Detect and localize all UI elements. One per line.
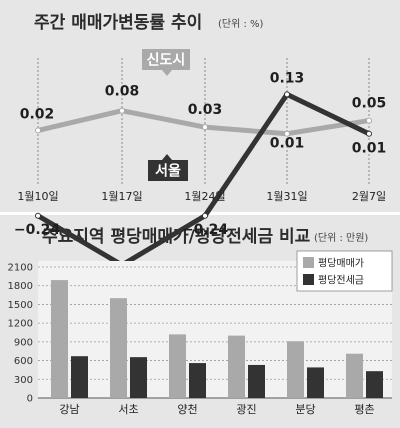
series-1-value-label-4: 0.01 <box>352 141 387 157</box>
series-1-tag-label: 서울 <box>155 163 181 180</box>
series-0-tag-label: 신도시 <box>147 53 186 69</box>
bar-x-tick-label-2: 양천 <box>177 402 197 416</box>
series-1-value-label-2: −0.24 <box>182 222 229 238</box>
x-tick-label-3: 1월31일 <box>266 189 307 203</box>
bar-x-tick-label-3: 광진 <box>236 403 256 416</box>
bar-0-4 <box>287 341 304 398</box>
bar-chart: 0 300 600 900 1200 1500 1800 2100 강남 서초 양천 광진 분당 평촌 평당… <box>8 250 393 416</box>
x-tick-label-4: 2월7일 <box>352 189 386 203</box>
y-tick-label-6: 1800 <box>8 281 33 292</box>
series-0-value-label-1: 0.08 <box>105 84 140 100</box>
series-0-point-3 <box>284 130 290 137</box>
series-1-point-0 <box>35 212 41 219</box>
bar-1-2 <box>189 363 206 398</box>
line-chart-panel <box>0 0 400 212</box>
series-0-value-label-3: 0.01 <box>270 136 305 152</box>
series-1-value-label-3: 0.13 <box>270 70 305 86</box>
bar-0-5 <box>346 353 363 398</box>
series-0-value-label-2: 0.03 <box>188 102 223 118</box>
y-tick-label-1: 300 <box>14 375 33 386</box>
x-tick-label-1: 1월17일 <box>101 189 142 203</box>
bar-chart-title: 주요지역 평당매매가/평당전세금 비교 <box>42 227 311 247</box>
series-0-tag <box>142 49 190 70</box>
y-tick-label-3: 900 <box>14 337 33 348</box>
legend-label-0: 평당매매가 <box>318 258 364 270</box>
series-1-tag <box>148 160 188 181</box>
series-1-point-2 <box>202 212 208 219</box>
bar-x-tick-label-4: 분당 <box>295 403 315 416</box>
series-1-tag-pointer <box>162 154 172 160</box>
bar-1-5 <box>366 371 383 398</box>
bar-x-tick-label-1: 서초 <box>118 403 138 416</box>
bar-0-3 <box>228 335 245 398</box>
legend-label-1: 평당전세금 <box>318 275 364 287</box>
bar-chart-unit: (단위 : 만원) <box>314 231 368 244</box>
bar-x-tick-label-5: 평촌 <box>354 403 374 416</box>
series-1-value-label-0: −0.24 <box>14 222 61 238</box>
y-tick-label-7: 2100 <box>8 263 33 274</box>
bar-x-tick-label-0: 강남 <box>59 403 79 416</box>
bar-1-4 <box>307 367 324 398</box>
line-chart-title: 주간 매매가변동률 추이 <box>34 13 202 33</box>
y-tick-label-5: 1500 <box>8 300 33 311</box>
series-0-point-2 <box>202 124 208 131</box>
y-tick-label-4: 1200 <box>8 319 33 330</box>
bar-1-1 <box>130 357 147 398</box>
series-0-point-1 <box>119 107 125 114</box>
bar-0-2 <box>169 334 186 398</box>
series-1-point-4 <box>366 130 372 137</box>
line-chart: 0.020.080.030.010.05−0.24−0.39−0.240.130… <box>14 49 386 285</box>
series-0-point-0 <box>35 127 41 134</box>
bar-1-3 <box>248 364 265 398</box>
series-0-point-4 <box>366 117 372 124</box>
y-tick-label-2: 600 <box>14 356 33 367</box>
x-tick-label-2: 1월24일 <box>184 189 225 203</box>
series-0-value-label-0: 0.02 <box>20 106 55 122</box>
series-1-point-3 <box>284 91 290 98</box>
series-0-tag-pointer <box>162 70 172 76</box>
legend-swatch-1 <box>303 274 314 285</box>
bar-0-0 <box>51 280 68 398</box>
x-tick-label-0: 1월10일 <box>17 189 58 203</box>
series-0-value-label-4: 0.05 <box>352 96 387 112</box>
bar-0-1 <box>110 298 127 398</box>
line-chart-unit: (단위 : %) <box>218 17 264 30</box>
y-tick-label-0: 0 <box>27 394 33 405</box>
legend-swatch-0 <box>303 257 314 268</box>
bar-1-0 <box>71 356 88 398</box>
